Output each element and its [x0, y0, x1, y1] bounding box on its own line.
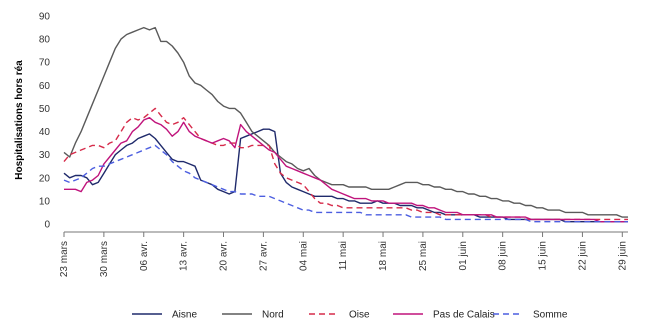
legend-label: Oise — [349, 310, 370, 321]
series-line-pas-de-calais — [64, 116, 628, 223]
series-line-somme — [63, 144, 628, 223]
y-tick-label: 90 — [39, 12, 51, 23]
y-tick-label: 70 — [39, 58, 51, 69]
legend-label: Aisne — [172, 310, 197, 321]
x-tick-label: 25 mai — [418, 241, 429, 271]
y-tick-label: 0 — [44, 220, 50, 231]
x-tick-label: 08 juin — [498, 241, 509, 270]
y-tick-label: 20 — [39, 173, 51, 184]
y-tick-label: 10 — [39, 196, 51, 207]
x-tick-label: 06 avr. — [139, 241, 150, 271]
legend-label: Nord — [262, 310, 284, 321]
y-axis: 0 10 20 30 40 50 60 70 80 90 — [39, 12, 51, 231]
x-tick-label: 23 mars — [59, 241, 70, 277]
x-tick-label: 27 avr. — [258, 241, 269, 271]
x-tick-label: 15 juin — [538, 241, 549, 270]
x-tick-label: 01 juin — [458, 241, 469, 270]
x-tick-label: 11 mai — [338, 241, 349, 270]
series-line-nord — [63, 26, 628, 218]
series-layer — [63, 26, 628, 223]
y-tick-label: 80 — [39, 35, 51, 46]
y-tick-label: 40 — [39, 127, 51, 138]
x-tick-label: 22 juin — [577, 241, 588, 270]
y-tick-label: 30 — [39, 150, 51, 161]
x-axis: 23 mars 30 mars 06 avr. 13 avr. 20 avr. 27 av… — [59, 231, 628, 277]
x-tick-label: 30 mars — [99, 241, 110, 277]
x-tick-label: 13 avr. — [179, 241, 190, 271]
series-line-oise — [63, 107, 628, 221]
legend-label: Somme — [533, 310, 568, 321]
legend-label: Pas de Calais — [433, 310, 495, 321]
x-tick-label: 04 mai — [298, 241, 309, 271]
y-tick-label: 50 — [39, 104, 51, 115]
x-tick-label: 18 mai — [378, 241, 389, 271]
y-axis-label: Hospitalisations hors réa — [14, 60, 25, 180]
x-tick-label: 20 avr. — [219, 241, 230, 271]
legend: Aisne Nord Oise Pas de Calais Somme — [132, 310, 568, 321]
y-tick-label: 60 — [39, 81, 51, 92]
x-tick-label: 29 juin — [617, 241, 628, 270]
